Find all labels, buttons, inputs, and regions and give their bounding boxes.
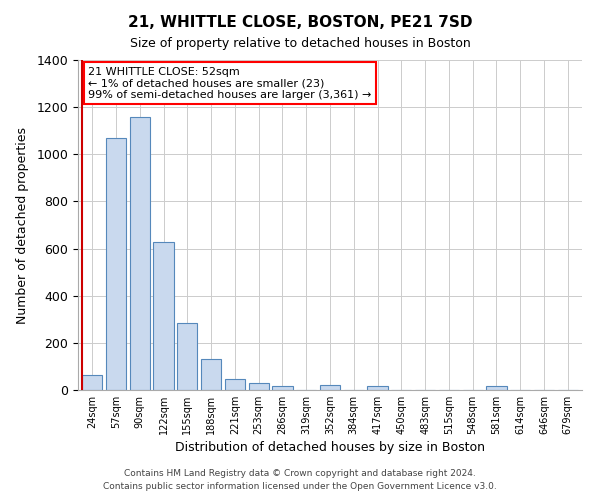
Text: 21 WHITTLE CLOSE: 52sqm
← 1% of detached houses are smaller (23)
99% of semi-det: 21 WHITTLE CLOSE: 52sqm ← 1% of detached… <box>88 66 371 100</box>
Text: Contains HM Land Registry data © Crown copyright and database right 2024.: Contains HM Land Registry data © Crown c… <box>124 468 476 477</box>
Bar <box>320 386 340 390</box>
Bar <box>225 380 245 390</box>
Bar <box>106 138 126 390</box>
X-axis label: Distribution of detached houses by size in Boston: Distribution of detached houses by size … <box>175 441 485 454</box>
Text: Contains public sector information licensed under the Open Government Licence v3: Contains public sector information licen… <box>103 482 497 491</box>
Bar <box>367 386 388 390</box>
Y-axis label: Number of detached properties: Number of detached properties <box>16 126 29 324</box>
Text: 21, WHITTLE CLOSE, BOSTON, PE21 7SD: 21, WHITTLE CLOSE, BOSTON, PE21 7SD <box>128 15 472 30</box>
Text: Size of property relative to detached houses in Boston: Size of property relative to detached ho… <box>130 38 470 51</box>
Bar <box>201 360 221 390</box>
Bar <box>248 383 269 390</box>
Bar <box>272 386 293 390</box>
Bar <box>177 323 197 390</box>
Bar <box>154 242 173 390</box>
Bar <box>487 386 506 390</box>
Bar <box>82 374 103 390</box>
Bar <box>130 116 150 390</box>
